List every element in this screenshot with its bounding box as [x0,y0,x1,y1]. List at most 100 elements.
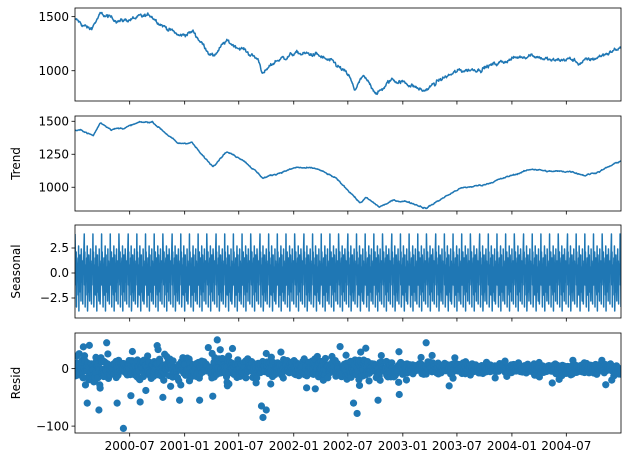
resid-outlier [422,339,430,347]
resid-point [303,384,311,392]
y-axis-label: Seasonal [9,244,23,298]
y-axis-label: Resid [9,367,23,399]
resid-outlier [153,342,161,350]
resid-point [402,376,411,384]
resid-outlier [259,413,267,422]
resid-point [262,349,270,358]
resid-outlier [213,336,221,344]
resid-point [225,380,233,388]
resid-point [617,366,621,375]
resid-point [142,386,150,395]
resid-point [313,352,321,361]
resid-point [336,342,344,351]
resid-point [85,341,93,349]
resid-point [169,357,177,365]
x-tick-label: 2001-01 [160,439,210,453]
resid-point [491,374,499,382]
axes-frame [74,115,622,212]
resid-point [377,351,385,360]
plot-area [75,336,621,432]
resid-outlier [95,406,103,414]
y-tick-label: 0.0 [50,266,69,280]
resid-point [177,381,185,389]
resid-point [79,374,87,382]
resid-outlier [548,379,556,387]
x-tick-label: 2001-07 [214,439,264,453]
resid-outlier [209,392,217,400]
resid-point [225,352,233,360]
plot-area [75,233,621,312]
resid-outlier [113,399,121,407]
resid-outlier [159,393,167,401]
x-tick-label: 2004-01 [487,439,537,453]
resid-outlier [136,398,144,406]
resid-outlier [445,382,453,390]
resid-outlier [602,381,610,389]
y-tick-label: 1000 [38,64,69,78]
y-tick-label: 1500 [38,10,69,24]
resid-point [277,348,285,356]
resid-point [449,374,457,382]
panel-seasonal: −2.5 0.0 2.5 Seasonal [9,224,622,322]
resid-point [96,384,104,392]
resid-point [365,377,373,385]
resid-point [127,392,135,400]
resid-point [253,374,261,382]
resid-outlier [228,344,237,353]
resid-point [279,374,287,382]
x-tick-label: 2002-01 [269,439,319,453]
resid-point [204,343,212,352]
plot-area [75,120,621,210]
x-tick-label: 2003-07 [432,439,482,453]
resid-point [218,354,226,363]
series-line [75,11,621,96]
resid-point [362,344,370,352]
plot-area [75,11,621,96]
resid-point [242,374,250,382]
resid-point [321,354,330,363]
resid-outlier [349,399,358,407]
resid-point [395,348,403,356]
y-tick-label: 1000 [38,180,69,194]
resid-outlier [103,339,111,347]
seasonal-line [75,233,621,312]
resid-outlier [353,409,361,418]
resid-point [81,381,90,389]
resid-point [311,385,319,393]
resid-point [128,347,136,356]
resid-point [357,348,365,356]
resid-point [144,352,152,360]
resid-point [216,346,224,354]
resid-point [104,350,112,358]
y-tick-label: 1500 [38,114,69,128]
panel-resid: −100 0 Resid 2000-07 2001-01 2001-07 2002-01 20… [9,332,622,453]
resid-point [395,378,403,386]
panel-observed: 1000 1500 [38,7,622,105]
x-tick-label: 2003-01 [378,439,428,453]
resid-point [267,380,275,388]
y-tick-label: 0 [61,362,69,376]
resid-outlier [196,396,204,404]
resid-outlier [395,390,403,399]
y-tick-label: −2.5 [40,291,69,305]
resid-outlier [374,396,382,404]
resid-outlier [119,424,128,432]
resid-outlier [176,396,184,404]
resid-point [501,357,509,365]
resid-point [355,381,364,390]
resid-point [428,351,436,360]
series-line [75,120,621,210]
x-tick-label: 2000-07 [105,439,155,453]
resid-outlier [257,402,266,410]
y-axis-label: Trend [9,147,23,181]
panel-trend: 1000 1250 1500 Trend [9,114,622,215]
resid-point [417,353,425,362]
resid-point [79,343,87,351]
resid-point [342,351,350,359]
x-tick-label: 2004-07 [541,439,591,453]
x-tick-label: 2002-07 [323,439,373,453]
resid-point [376,376,384,384]
resid-outlier [262,406,270,414]
resid-point [167,382,175,390]
